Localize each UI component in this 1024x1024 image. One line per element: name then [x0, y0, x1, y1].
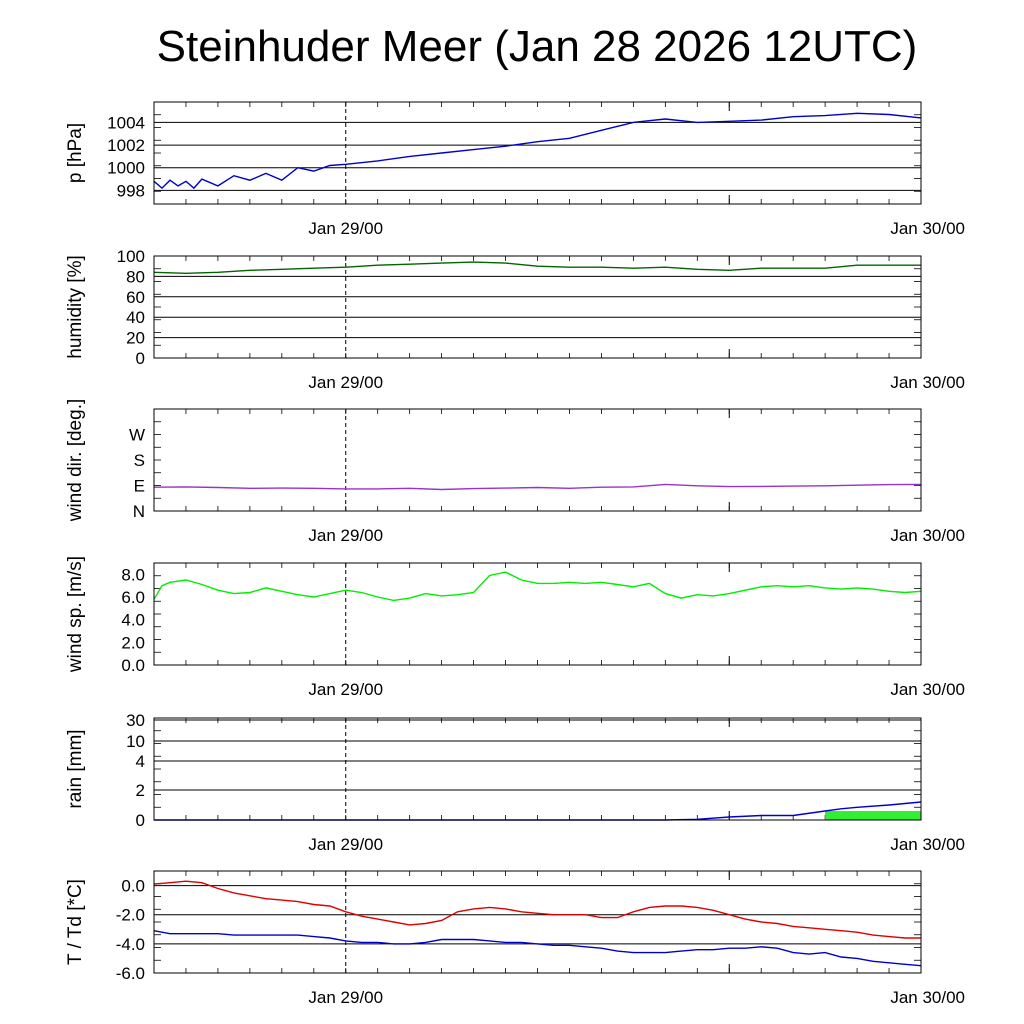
y-tick-label: 1002 — [107, 136, 145, 155]
x-tick-label: Jan 30/00 — [890, 373, 965, 392]
y-axis-label: wind sp. [m/s] — [65, 556, 86, 673]
plot-frame — [153, 101, 922, 205]
series-line — [153, 261, 921, 275]
plot-frame — [153, 870, 922, 974]
y-tick-label: 80 — [126, 267, 145, 286]
y-tick-label: 1004 — [107, 113, 145, 132]
y-tick-label: 0 — [136, 349, 145, 368]
y-tick-label: 0 — [136, 811, 145, 830]
plot-frame — [153, 717, 922, 821]
x-tick-label: Jan 30/00 — [890, 526, 965, 545]
plot-frame — [153, 255, 922, 359]
y-tick-label: 60 — [126, 288, 145, 307]
x-tick-label: Jan 29/00 — [308, 219, 383, 238]
x-tick-label: Jan 29/00 — [308, 373, 383, 392]
y-tick-label: 40 — [126, 308, 145, 327]
x-tick-label: Jan 30/00 — [890, 988, 965, 1007]
x-tick-label: Jan 29/00 — [308, 835, 383, 854]
y-tick-label: -6.0 — [116, 964, 145, 983]
y-axis-label: T / Td [*C] — [65, 879, 86, 965]
y-tick-label: 4.0 — [121, 611, 145, 630]
chart-title: Steinhuder Meer (Jan 28 2026 12UTC) — [156, 22, 918, 71]
x-tick-label: Jan 29/00 — [308, 680, 383, 699]
y-tick-label: 2 — [136, 781, 145, 800]
series-line — [153, 930, 922, 967]
rain-bar — [825, 811, 921, 820]
y-tick-label: 20 — [126, 329, 145, 348]
y-tick-label: 8.0 — [121, 565, 145, 584]
y-tick-label: S — [134, 451, 145, 470]
y-tick-label: 0.0 — [121, 656, 145, 675]
x-tick-label: Jan 30/00 — [890, 680, 965, 699]
series-line — [153, 880, 921, 939]
y-tick-label: -4.0 — [116, 935, 145, 954]
plot-frame — [153, 562, 922, 666]
y-tick-label: 6.0 — [121, 588, 145, 607]
y-tick-label: 1000 — [107, 159, 145, 178]
x-tick-label: Jan 30/00 — [890, 835, 965, 854]
y-axis-label: rain [mm] — [65, 729, 86, 808]
plot-frame — [153, 408, 922, 512]
y-tick-label: 100 — [117, 247, 145, 266]
y-tick-label: 4 — [136, 752, 145, 771]
y-tick-label: W — [129, 426, 145, 445]
y-axis-label: p [hPa] — [65, 123, 86, 183]
y-tick-label: E — [134, 477, 145, 496]
y-tick-label: 2.0 — [121, 633, 145, 652]
y-tick-label: 30 — [126, 711, 145, 730]
x-tick-label: Jan 30/00 — [890, 219, 965, 238]
series-line — [153, 483, 922, 491]
series-line — [153, 112, 922, 190]
x-tick-label: Jan 29/00 — [308, 526, 383, 545]
y-tick-label: 10 — [126, 732, 145, 751]
y-tick-label: N — [133, 502, 145, 521]
y-axis-label: wind dir. [deg.] — [65, 399, 86, 523]
y-tick-label: -2.0 — [116, 906, 145, 925]
series-line — [153, 571, 922, 602]
x-tick-label: Jan 29/00 — [308, 988, 383, 1007]
y-tick-label: 0.0 — [121, 877, 145, 896]
y-tick-label: 998 — [117, 181, 145, 200]
y-axis-label: humidity [%] — [65, 255, 86, 358]
